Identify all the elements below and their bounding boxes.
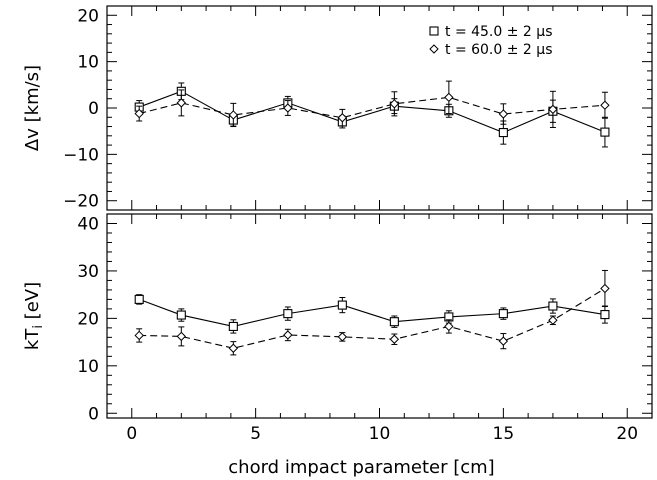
series-line: [139, 96, 605, 119]
plot-frame: [106, 213, 653, 419]
x-tick-label: 0: [126, 424, 137, 444]
y-axis-label: kTi [eV]: [22, 282, 46, 350]
data-point-square: [600, 310, 610, 320]
data-point-square: [498, 128, 508, 138]
data-point-square: [600, 127, 610, 137]
data-point-diamond: [134, 330, 144, 341]
y-axis-label-main: kT: [22, 328, 43, 350]
data-point-diamond: [337, 332, 348, 342]
data-point-diamond: [444, 321, 454, 332]
data-point-diamond: [600, 100, 610, 110]
series-line: [139, 288, 606, 349]
data-point-diamond: [283, 330, 293, 340]
x-tick-label: 5: [250, 424, 261, 444]
legend-diamond-icon: [429, 44, 439, 54]
data-point-diamond: [176, 98, 187, 108]
data-point-square: [134, 294, 144, 304]
y-tick-label: −20: [63, 192, 99, 212]
y-tick-label: 0: [88, 404, 99, 424]
y-tick-label: 20: [77, 6, 99, 26]
data-point-diamond: [600, 283, 610, 294]
y-axis-label-unit: [eV]: [22, 282, 43, 325]
data-point-diamond: [548, 104, 558, 115]
delta-v-panel: −20 −10 0 10 20 Δv [km/s] t = 45.0 ± 2 μs t = 6…: [22, 5, 653, 212]
y-tick-label: 40: [77, 214, 99, 234]
y-tick-label: 30: [77, 262, 99, 282]
data-point-diamond: [389, 334, 400, 344]
data-point-square: [337, 300, 347, 310]
data-point-diamond: [337, 113, 348, 123]
x-tick-label: 10: [369, 424, 391, 444]
series-line: [139, 90, 606, 134]
data-point-square: [283, 309, 293, 319]
data-point-diamond: [176, 331, 187, 342]
data-point-diamond: [283, 103, 293, 113]
x-axis-label: chord impact parameter [cm]: [228, 457, 494, 478]
data-point-diamond: [389, 99, 400, 109]
y-axis-label: Δv [km/s]: [22, 65, 43, 151]
legend-label: t = 45.0 ± 2 μs: [445, 24, 552, 40]
y-tick-label: 10: [77, 357, 99, 377]
legend-label: t = 60.0 ± 2 μs: [445, 42, 552, 58]
y-axis-label-subscript: i: [31, 325, 46, 329]
y-tick-label: 0: [88, 99, 99, 119]
data-point-square: [389, 317, 399, 327]
data-point-square: [176, 310, 186, 320]
data-point-diamond: [498, 336, 509, 346]
data-point-square: [548, 301, 558, 311]
data-point-diamond: [228, 110, 239, 120]
x-tick-label: 20: [616, 424, 638, 444]
series-line: [139, 298, 606, 328]
x-tick-label: 15: [493, 424, 515, 444]
y-tick-label: −10: [63, 145, 99, 165]
data-point-diamond: [134, 108, 144, 119]
data-point-diamond: [228, 343, 239, 353]
data-point-square: [498, 309, 508, 319]
data-point-diamond: [498, 109, 509, 119]
data-point-diamond: [548, 315, 558, 325]
y-tick-label: 20: [77, 309, 99, 329]
data-point-diamond: [444, 92, 454, 103]
data-point-square: [228, 321, 238, 331]
legend-square-icon: [429, 26, 439, 36]
y-tick-label: 10: [77, 53, 99, 73]
ion-temperature-panel: 0 5 10 15 20 0 10 20 30 40 kTi [eV] chord impact pa…: [22, 213, 653, 478]
